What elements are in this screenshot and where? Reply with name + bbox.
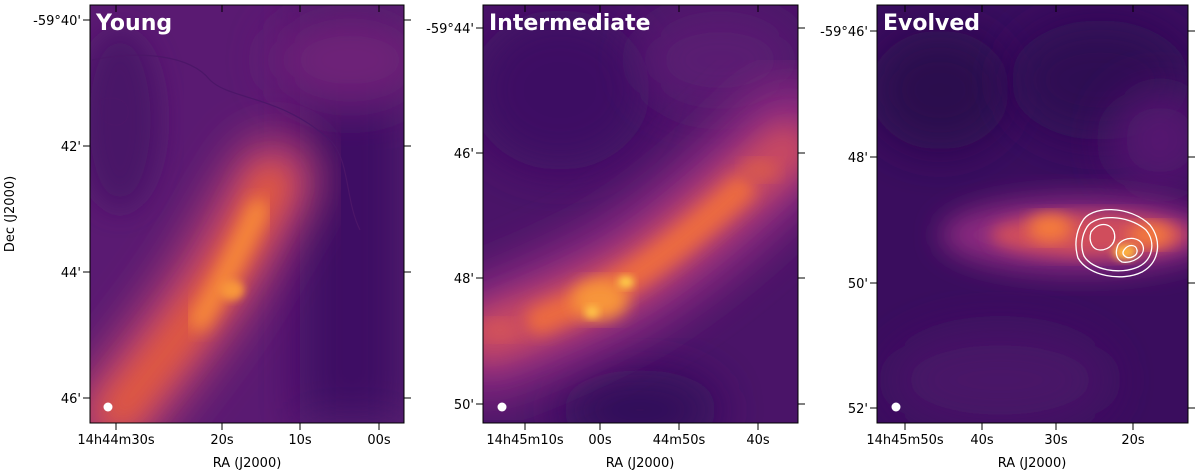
dec-tick-label: 50'	[454, 398, 474, 413]
beam-marker	[103, 402, 113, 412]
ra-tick-label: 00s	[367, 433, 391, 448]
panel-title-intermediate: Intermediate	[489, 11, 651, 36]
dec-tick-label: 46'	[454, 147, 474, 162]
panel-title-young: Young	[95, 11, 172, 36]
image-young	[90, 5, 404, 423]
panel-young: Young 14h44m30s 20s 10s 00s -59°40' 42' …	[3, 4, 411, 471]
panel-evolved: Evolved 14h45m50s 40s 30s 20s -59°46' 48…	[820, 4, 1195, 471]
dec-tick-label: 44'	[61, 266, 81, 281]
panel-title-evolved: Evolved	[883, 11, 980, 36]
beam-marker	[497, 402, 507, 412]
ra-tick-label: 20s	[210, 433, 234, 448]
ra-tick-label: 14h45m50s	[866, 433, 944, 448]
y-axis-title: Dec (J2000)	[3, 176, 18, 252]
ra-tick-label: 44m50s	[653, 433, 706, 448]
ra-tick-label: 40s	[746, 433, 770, 448]
dec-tick-label: 48'	[454, 272, 474, 287]
dec-tick-label: 46'	[61, 392, 81, 407]
x-axis-title: RA (J2000)	[213, 456, 282, 471]
panel-intermediate: Intermediate 14h45m10s 00s 44m50s 40s -5…	[426, 4, 805, 471]
x-axis-title: RA (J2000)	[998, 456, 1067, 471]
image-evolved	[877, 5, 1188, 423]
x-axis-title: RA (J2000)	[606, 456, 675, 471]
ra-tick-label: 14h44m30s	[77, 433, 155, 448]
dec-tick-label: -59°40'	[33, 14, 81, 29]
ra-tick-label: 40s	[970, 433, 994, 448]
dec-tick-label: -59°44'	[426, 22, 474, 37]
dec-tick-label: 52'	[848, 402, 868, 417]
ra-tick-label: 30s	[1044, 433, 1068, 448]
ra-tick-label: 14h45m10s	[486, 433, 564, 448]
dec-tick-label: -59°46'	[820, 25, 868, 40]
ra-tick-label: 20s	[1121, 433, 1145, 448]
ra-tick-label: 10s	[288, 433, 312, 448]
beam-marker	[891, 402, 901, 412]
image-intermediate	[483, 5, 798, 423]
ra-tick-label: 00s	[588, 433, 612, 448]
dec-tick-label: 50'	[848, 277, 868, 292]
contour-lines	[1075, 208, 1159, 278]
dec-tick-label: 48'	[848, 151, 868, 166]
dec-tick-label: 42'	[61, 140, 81, 155]
